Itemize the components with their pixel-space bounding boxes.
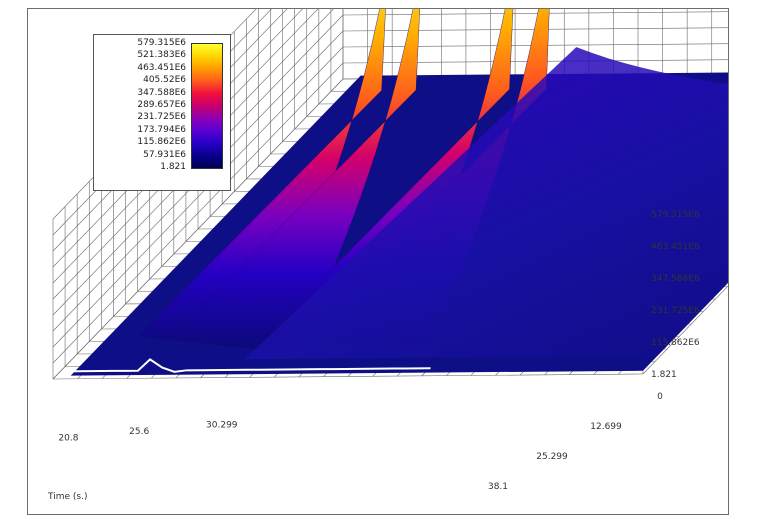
depth-tick-label: 12.699 xyxy=(590,422,622,432)
surface-plot: 1.821 115.862E6 231.725E6 347.588E6 463.451E… xyxy=(47,9,728,502)
colorbar-label: 347.588E6 xyxy=(137,87,186,98)
surface-tail xyxy=(244,47,728,360)
colorbar-label: 521.383E6 xyxy=(137,50,186,61)
colorbar-label: 57.931E6 xyxy=(143,149,186,160)
surface xyxy=(64,9,728,376)
axis-ticks: 1.821 115.862E6 231.725E6 347.588E6 463.451E… xyxy=(47,210,700,502)
colorbar-label: 115.862E6 xyxy=(137,137,186,148)
z-tick-label: 579.315E6 xyxy=(651,210,700,220)
colorbar-label: 289.657E6 xyxy=(137,100,186,110)
colorbar-label: 231.725E6 xyxy=(137,112,186,123)
time-axis-label: Time (s.) xyxy=(47,492,87,502)
time-tick-label: 30.299 xyxy=(206,420,238,430)
colorbar-label: 173.794E6 xyxy=(137,124,186,135)
z-tick-label: 231.725E6 xyxy=(651,306,700,316)
chart-frame: 1.821 115.862E6 231.725E6 347.588E6 463.451E… xyxy=(27,8,729,515)
colorbar xyxy=(191,43,223,169)
z-tick-label: 347.588E6 xyxy=(651,274,700,284)
z-tick-label: 463.451E6 xyxy=(651,242,700,252)
front-highlight xyxy=(64,358,431,373)
z-tick-label: 1.821 xyxy=(651,370,677,380)
depth-tick-label: 0 xyxy=(657,392,663,402)
time-tick-label: 25.6 xyxy=(129,427,149,437)
colorbar-label: 463.451E6 xyxy=(137,62,186,73)
colorbar-label: 579.315E6 xyxy=(137,38,186,48)
colorbar-legend: 579.315E6 521.383E6 463.451E6 405.52E6 347.5… xyxy=(93,34,231,191)
depth-tick-label: 25.299 xyxy=(536,452,568,462)
time-tick-label: 20.8 xyxy=(58,434,78,444)
z-tick-label: 115.862E6 xyxy=(651,338,700,348)
colorbar-label: 405.52E6 xyxy=(143,75,186,86)
colorbar-label: 1.821 xyxy=(160,162,186,172)
depth-tick-label: 38.1 xyxy=(488,482,508,492)
